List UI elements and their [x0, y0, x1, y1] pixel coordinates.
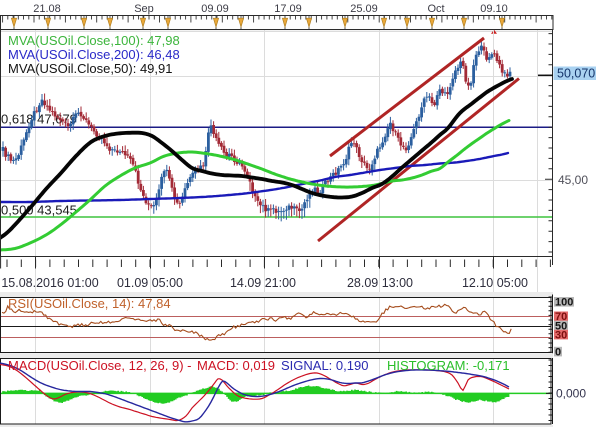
svg-text:50: 50	[555, 320, 567, 332]
svg-text:70: 70	[555, 311, 567, 323]
svg-text:Oct: Oct	[427, 3, 444, 15]
svg-text:SIGNAL: 0,190: SIGNAL: 0,190	[281, 358, 368, 373]
svg-text:14.09 21:00: 14.09 21:00	[230, 276, 296, 290]
svg-text:MVA(USOil.Close,100): 47,98: MVA(USOil.Close,100): 47,98	[8, 33, 180, 48]
svg-text:MACD: 0,019: MACD: 0,019	[197, 358, 275, 373]
svg-text:30: 30	[555, 329, 567, 341]
svg-text:28.09 13:00: 28.09 13:00	[347, 276, 413, 290]
svg-text:25.09: 25.09	[350, 3, 378, 15]
svg-text:17.09: 17.09	[274, 3, 302, 15]
svg-text:0,000: 0,000	[556, 387, 586, 401]
svg-text:0,500 43,545: 0,500 43,545	[1, 203, 77, 218]
svg-text:MACD(USOil.Close, 12, 26, 9) -: MACD(USOil.Close, 12, 26, 9) -	[8, 358, 192, 373]
svg-text:Sep: Sep	[134, 3, 154, 15]
svg-text:MVA(USOil.Close,200): 46,48: MVA(USOil.Close,200): 46,48	[8, 47, 180, 62]
svg-text:21.08: 21.08	[33, 3, 61, 15]
svg-text:50,070: 50,070	[557, 67, 595, 81]
svg-text:15.08.2016 01:00: 15.08.2016 01:00	[1, 276, 98, 290]
svg-text:12.10 05:00: 12.10 05:00	[462, 276, 528, 290]
svg-text:45,00: 45,00	[558, 173, 588, 187]
svg-text:HISTOGRAM: -0,171: HISTOGRAM: -0,171	[387, 358, 510, 373]
svg-text:09.09: 09.09	[201, 3, 229, 15]
svg-text:0: 0	[555, 346, 561, 358]
svg-text:09.10: 09.10	[480, 3, 508, 15]
svg-text:01.09 05:00: 01.09 05:00	[117, 276, 183, 290]
svg-text:MVA(USOil.Close,50): 49,91: MVA(USOil.Close,50): 49,91	[8, 61, 173, 76]
svg-text:RSI(USOil.Close, 14): 47,84: RSI(USOil.Close, 14): 47,84	[8, 296, 171, 311]
svg-text:100: 100	[555, 297, 573, 309]
